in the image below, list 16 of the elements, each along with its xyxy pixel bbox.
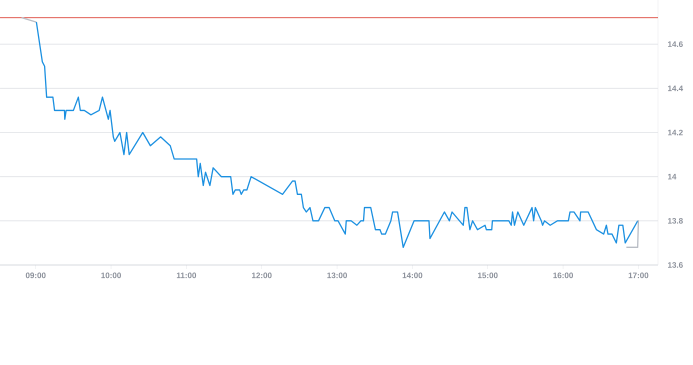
x-tick-label: 09:00 (26, 272, 46, 278)
x-tick-label: 15:00 (478, 272, 498, 278)
x-tick-label: 12:00 (252, 272, 272, 278)
x-tick-label: 10:00 (101, 272, 121, 278)
x-tick-label: 14:00 (402, 272, 422, 278)
y-tick-label: 14 (668, 174, 676, 180)
y-tick-label: 14.2 (668, 130, 683, 136)
y-tick-label: 13.8 (668, 218, 683, 224)
x-tick-label: 11:00 (176, 272, 196, 278)
y-tick-label: 14.6 (668, 41, 683, 47)
y-tick-label: 13.6 (668, 262, 683, 268)
x-tick-label: 13:00 (327, 272, 347, 278)
line-series (36, 21, 638, 248)
y-tick-label: 14.4 (668, 86, 684, 92)
x-tick-label: 16:00 (553, 272, 573, 278)
x-tick-label: 17:00 (628, 272, 648, 278)
